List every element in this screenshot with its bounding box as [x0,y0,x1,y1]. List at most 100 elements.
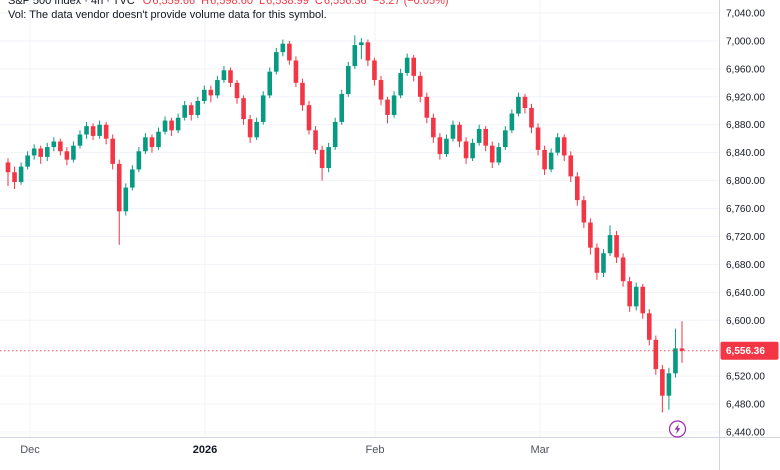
price-tick-label: 6,920.00 [726,92,765,103]
candle-body [627,281,632,307]
candle-body [44,147,50,157]
price-tick-label: 6,440.00 [726,428,765,439]
symbol-title[interactable]: S&P 500 Index · 4h · TVC [8,0,135,7]
candle-body [437,137,443,155]
candles-series[interactable] [5,35,685,413]
time-tick-label: Dec [20,444,40,456]
candle-body [398,73,403,96]
candle-body [594,247,600,273]
candle-body [444,138,449,155]
candle-body [5,162,11,173]
candle-body [260,95,266,122]
candle-body [175,117,181,131]
price-tick-label: 6,880.00 [726,120,765,131]
candle-body [417,75,423,97]
candle-body [581,200,587,223]
candle-body [51,141,57,148]
candle-body [228,70,233,83]
candle-body [221,70,227,81]
candle-body [411,57,417,76]
candle-body [319,149,325,169]
candle-body [516,96,521,114]
candle-body [431,117,436,138]
candle-body [646,313,652,340]
candle-body [457,124,462,142]
candle-body [202,89,207,101]
price-tick-label: 6,840.00 [726,148,765,159]
price-axis[interactable]: 7,040.00 7,000.00 6,960.00 6,920.00 6,880.00… [726,9,765,439]
price-tick-label: 6,800.00 [726,176,765,187]
candle-body [404,57,410,74]
time-tick-label: Feb [366,444,385,456]
candle-body [215,80,220,96]
candle-body [339,94,345,122]
lightning-icon [674,424,681,434]
candle-body [84,126,89,135]
candle-body [548,152,554,170]
candle-body [162,120,168,132]
candle-body [542,149,547,170]
candle-body [18,166,24,182]
candle-body [267,71,273,96]
candle-body [306,105,312,131]
price-tick-label: 6,720.00 [726,232,765,243]
grid-lines [0,0,719,437]
candle-body [378,80,384,100]
candle-body [90,126,96,136]
price-tick-label: 6,760.00 [726,204,765,215]
candle-body [673,348,678,374]
time-axis[interactable]: Dec 2026 Feb Mar [20,444,550,456]
candle-body [633,286,639,307]
price-tick-label: 7,040.00 [726,9,765,20]
quick-trade-button[interactable] [668,420,687,438]
candle-body [241,98,246,120]
candle-body [123,187,129,212]
candle-body [660,369,665,396]
candle-body [476,128,482,143]
candle-body [326,147,331,169]
candle-body [483,128,488,146]
price-tick-label: 6,600.00 [726,316,765,327]
candle-body [156,131,161,148]
price-tick-label: 6,520.00 [726,372,765,383]
candle-body [208,89,214,96]
candle-body [280,43,286,53]
candle-body [31,148,37,156]
candle-body [313,130,318,150]
candle-body [287,43,292,61]
candle-body [496,147,502,163]
candle-body [522,96,528,108]
candle-body [345,66,351,95]
candle-body [385,99,390,115]
candle-body [25,155,30,167]
candle-body [391,95,397,115]
candle-body [300,82,305,106]
candle-body [653,339,659,370]
price-tick-label: 6,480.00 [726,400,765,411]
candle-body [575,176,580,201]
candle-body [489,145,495,163]
candle-body [38,148,44,157]
candle-body [58,141,63,152]
candle-body [529,107,534,128]
candle-body [450,124,456,139]
candle-body [679,348,685,351]
price-tick-label: 6,640.00 [726,288,765,299]
candle-body [568,155,574,177]
candle-body [149,137,155,148]
candle-body [143,137,148,152]
time-tick-label: 2026 [193,444,217,456]
candle-body [359,42,364,46]
candle-body [535,127,541,150]
candle-body [424,96,430,118]
candle-body [77,134,83,146]
time-tick-label: Mar [531,444,550,456]
candle-body [509,113,515,131]
candle-body [607,235,613,254]
candle-body [136,151,142,170]
candle-body [470,142,475,159]
price-tick-label: 7,000.00 [726,36,765,47]
candle-body [12,172,17,182]
